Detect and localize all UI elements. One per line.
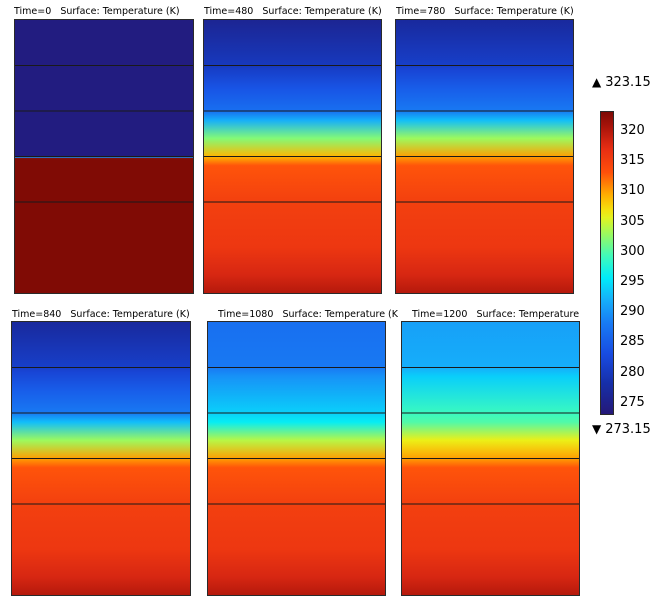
colorbar-fill: [601, 112, 613, 414]
panel-title: Time=780 Surface: Temperature (K): [396, 6, 574, 17]
heatmap-svg: [204, 20, 381, 293]
colorbar-tick-label: 320: [620, 123, 645, 139]
colorbar-tick-label: 280: [620, 364, 645, 380]
heatmap-plot: [203, 19, 382, 294]
heatmap-plot: [14, 19, 194, 294]
heatmap-plot: [207, 321, 386, 596]
colorbar-tick-label: 310: [620, 183, 645, 199]
heatmap-svg: [208, 322, 385, 595]
panel-title: Time=480 Surface: Temperature (K): [204, 6, 382, 17]
heatmap-plot: [401, 321, 580, 596]
colorbar-max-label: ▲ 323.15: [592, 75, 651, 90]
heatmap-plot: [395, 19, 574, 294]
colorbar-tick-label: 275: [620, 394, 645, 410]
panel-title: Time=1080 Surface: Temperature (K): [218, 309, 398, 320]
heatmap-svg: [402, 322, 579, 595]
up-triangle-icon: ▲: [592, 75, 602, 89]
heatmap-svg: [15, 20, 193, 293]
colorbar-tick-label: 300: [620, 243, 645, 259]
panel-title: Time=1200 Surface: Temperature (K): [412, 309, 580, 320]
colorbar-tick-label: 295: [620, 274, 645, 290]
colorbar-tick-label: 285: [620, 334, 645, 350]
panel-title: Time=0 Surface: Temperature (K): [14, 6, 180, 17]
down-triangle-icon: ▼: [592, 422, 602, 436]
heatmap-svg: [12, 322, 190, 595]
panel-title: Time=840 Surface: Temperature (K): [12, 309, 190, 320]
colorbar-min-label: ▼ 273.15: [592, 422, 651, 437]
heatmap-svg: [396, 20, 573, 293]
colorbar-tick-label: 305: [620, 213, 645, 229]
colorbar-tick-label: 290: [620, 304, 645, 320]
colorbar-gradient: [601, 112, 613, 414]
heatmap-plot: [11, 321, 191, 596]
colorbar: [600, 111, 614, 415]
colorbar-tick-label: 315: [620, 153, 645, 169]
